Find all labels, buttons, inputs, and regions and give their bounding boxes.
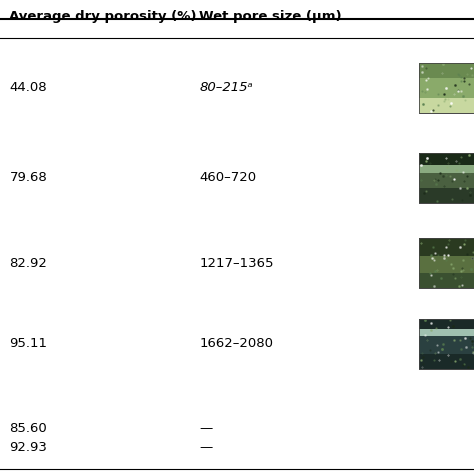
Bar — [419, 319, 474, 369]
Text: —: — — [199, 422, 212, 436]
Bar — [419, 238, 474, 288]
Bar — [419, 63, 474, 113]
Bar — [419, 336, 474, 354]
Bar — [419, 329, 474, 336]
Bar — [419, 354, 474, 369]
Bar — [419, 188, 474, 203]
Text: Wet pore size (μm): Wet pore size (μm) — [199, 10, 342, 23]
Text: 1217–1365: 1217–1365 — [199, 256, 273, 270]
Bar — [419, 153, 474, 203]
Bar — [419, 238, 474, 255]
Text: 95.11: 95.11 — [9, 337, 47, 350]
Bar — [419, 238, 474, 288]
Bar — [419, 319, 474, 369]
Text: 44.08: 44.08 — [9, 81, 47, 94]
Bar — [419, 98, 474, 113]
Bar — [419, 63, 474, 113]
Bar — [419, 78, 474, 98]
Bar — [419, 173, 474, 188]
Text: 80–215ᵃ: 80–215ᵃ — [199, 81, 253, 94]
Bar — [419, 273, 474, 288]
Bar — [419, 153, 474, 165]
Bar — [419, 165, 474, 173]
Bar — [419, 63, 474, 78]
Text: 82.92: 82.92 — [9, 256, 47, 270]
Text: —: — — [199, 441, 212, 455]
Bar — [419, 255, 474, 273]
Text: 1662–2080: 1662–2080 — [199, 337, 273, 350]
Text: 460–720: 460–720 — [199, 171, 256, 184]
Text: 85.60: 85.60 — [9, 422, 47, 436]
Bar — [419, 319, 474, 329]
Bar — [419, 153, 474, 203]
Text: Average dry porosity (%): Average dry porosity (%) — [9, 10, 197, 23]
Text: 79.68: 79.68 — [9, 171, 47, 184]
Text: 92.93: 92.93 — [9, 441, 47, 455]
